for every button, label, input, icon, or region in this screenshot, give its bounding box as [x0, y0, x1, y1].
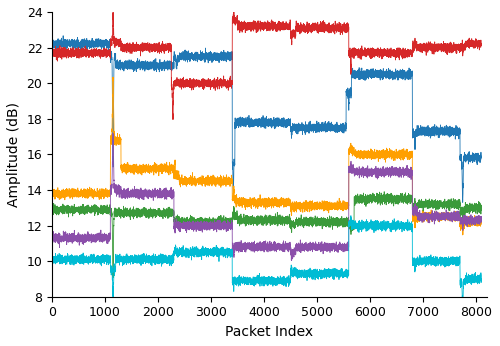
Y-axis label: Amplitude (dB): Amplitude (dB)	[7, 102, 21, 207]
X-axis label: Packet Index: Packet Index	[225, 325, 314, 339]
